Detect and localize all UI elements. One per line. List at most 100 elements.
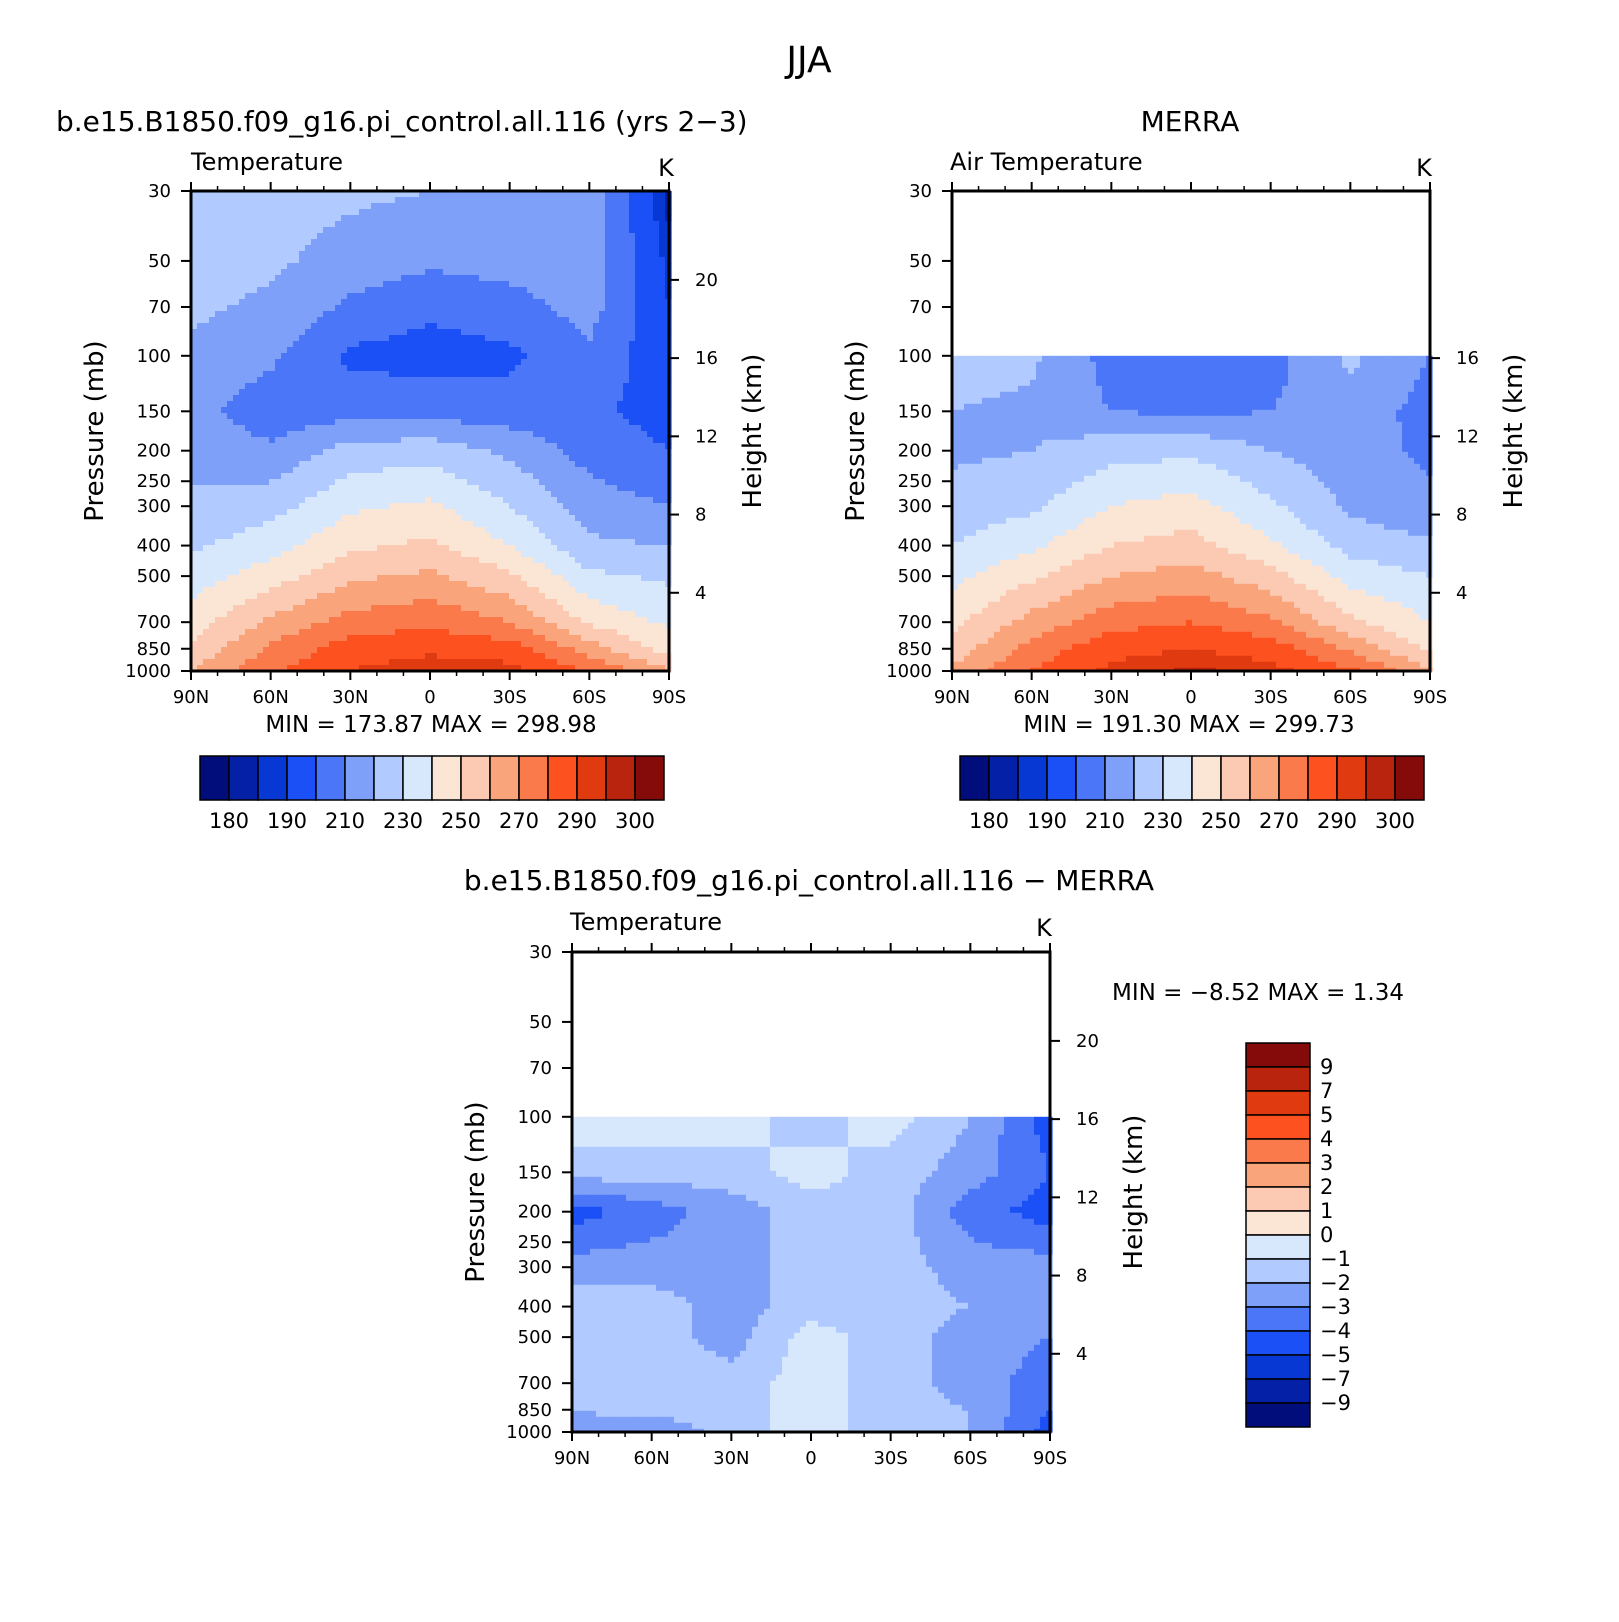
heatmap-cell xyxy=(635,431,642,438)
heatmap-cell xyxy=(629,311,636,318)
heatmap-cell xyxy=(587,425,594,432)
heatmap-cell xyxy=(257,227,264,234)
heatmap-cell xyxy=(377,233,384,240)
heatmap-cell xyxy=(401,473,408,480)
heatmap-cell xyxy=(377,473,384,480)
heatmap-cell xyxy=(227,479,234,486)
heatmap-cell xyxy=(581,197,588,204)
heatmap-cell xyxy=(557,323,564,330)
heatmap-cell xyxy=(581,419,588,426)
heatmap-cell xyxy=(515,209,522,216)
heatmap-cell xyxy=(269,449,276,456)
heatmap-cell xyxy=(335,191,342,198)
heatmap-cell xyxy=(527,191,534,198)
heatmap-cell xyxy=(269,293,276,300)
heatmap-cell xyxy=(599,497,606,504)
heatmap-cell xyxy=(623,371,630,378)
heatmap-cell xyxy=(215,233,222,240)
heatmap-cell xyxy=(437,305,444,312)
heatmap-cell xyxy=(275,539,282,546)
heatmap-cell xyxy=(245,383,252,390)
heatmap-cell xyxy=(347,473,354,480)
heatmap-cell xyxy=(227,473,234,480)
heatmap-cell xyxy=(539,263,546,270)
heatmap-cell xyxy=(587,539,594,546)
heatmap-cell xyxy=(383,473,390,480)
heatmap-cell xyxy=(305,221,312,228)
heatmap-cell xyxy=(593,473,600,480)
heatmap-cell xyxy=(365,203,372,210)
heatmap-cell xyxy=(299,557,306,564)
heatmap-cell xyxy=(467,431,474,438)
heatmap-cell xyxy=(449,335,456,342)
heatmap-cell xyxy=(509,251,516,258)
heatmap-cell xyxy=(611,311,618,318)
heatmap-cell xyxy=(203,557,210,564)
heatmap-cell xyxy=(593,335,600,342)
heatmap-cell xyxy=(527,431,534,438)
heatmap-cell xyxy=(443,533,450,540)
heatmap-cell xyxy=(317,515,324,522)
heatmap-cell xyxy=(635,191,642,198)
heatmap-cell xyxy=(593,203,600,210)
heatmap-cell xyxy=(425,329,432,336)
heatmap-cell xyxy=(563,479,570,486)
heatmap-cell xyxy=(635,305,642,312)
heatmap-cell xyxy=(341,551,348,558)
heatmap-cell xyxy=(293,491,300,498)
heatmap-cell xyxy=(485,557,492,564)
heatmap-cell xyxy=(329,197,336,204)
heatmap-cell xyxy=(515,245,522,252)
heatmap-cell xyxy=(239,263,246,270)
heatmap-cell xyxy=(293,473,300,480)
heatmap-cell xyxy=(581,275,588,282)
heatmap-cell xyxy=(527,371,534,378)
heatmap-cell xyxy=(593,377,600,384)
heatmap-cell xyxy=(215,437,222,444)
heatmap-cell xyxy=(593,515,600,522)
heatmap-cell xyxy=(461,425,468,432)
heatmap-cell xyxy=(407,359,414,366)
heatmap-cell xyxy=(455,215,462,222)
heatmap-cell xyxy=(401,383,408,390)
heatmap-cell xyxy=(641,221,648,228)
heatmap-cell xyxy=(515,191,522,198)
heatmap-cell xyxy=(245,335,252,342)
heatmap-cell xyxy=(599,431,606,438)
heatmap-cell xyxy=(227,485,234,492)
heatmap-cell xyxy=(593,467,600,474)
heatmap-cell xyxy=(635,311,642,318)
heatmap-cell xyxy=(497,341,504,348)
heatmap-cell xyxy=(365,551,372,558)
heatmap-cell xyxy=(197,221,204,228)
heatmap-cell xyxy=(365,503,372,510)
heatmap-cell xyxy=(191,515,198,522)
heatmap-cell xyxy=(479,431,486,438)
heatmap-cell xyxy=(263,533,270,540)
heatmap-cell xyxy=(359,479,366,486)
heatmap-cell xyxy=(503,221,510,228)
heatmap-cell xyxy=(443,461,450,468)
heatmap-cell xyxy=(383,341,390,348)
heatmap-cell xyxy=(545,191,552,198)
heatmap-cell xyxy=(599,233,606,240)
heatmap-cell xyxy=(251,407,258,414)
heatmap-cell xyxy=(275,221,282,228)
heatmap-cell xyxy=(209,407,216,414)
heatmap-cell xyxy=(395,371,402,378)
heatmap-cell xyxy=(455,509,462,516)
heatmap-cell xyxy=(413,413,420,420)
heatmap-cell xyxy=(353,275,360,282)
heatmap-cell xyxy=(449,401,456,408)
heatmap-cell xyxy=(305,389,312,396)
heatmap-cell xyxy=(533,443,540,450)
heatmap-cell xyxy=(347,353,354,360)
heatmap-cell xyxy=(377,245,384,252)
heatmap-cell xyxy=(299,401,306,408)
heatmap-cell xyxy=(233,305,240,312)
heatmap-cell xyxy=(647,527,654,534)
heatmap-cell xyxy=(221,197,228,204)
heatmap-cell xyxy=(227,191,234,198)
heatmap-cell xyxy=(605,515,612,522)
heatmap-cell xyxy=(269,539,276,546)
